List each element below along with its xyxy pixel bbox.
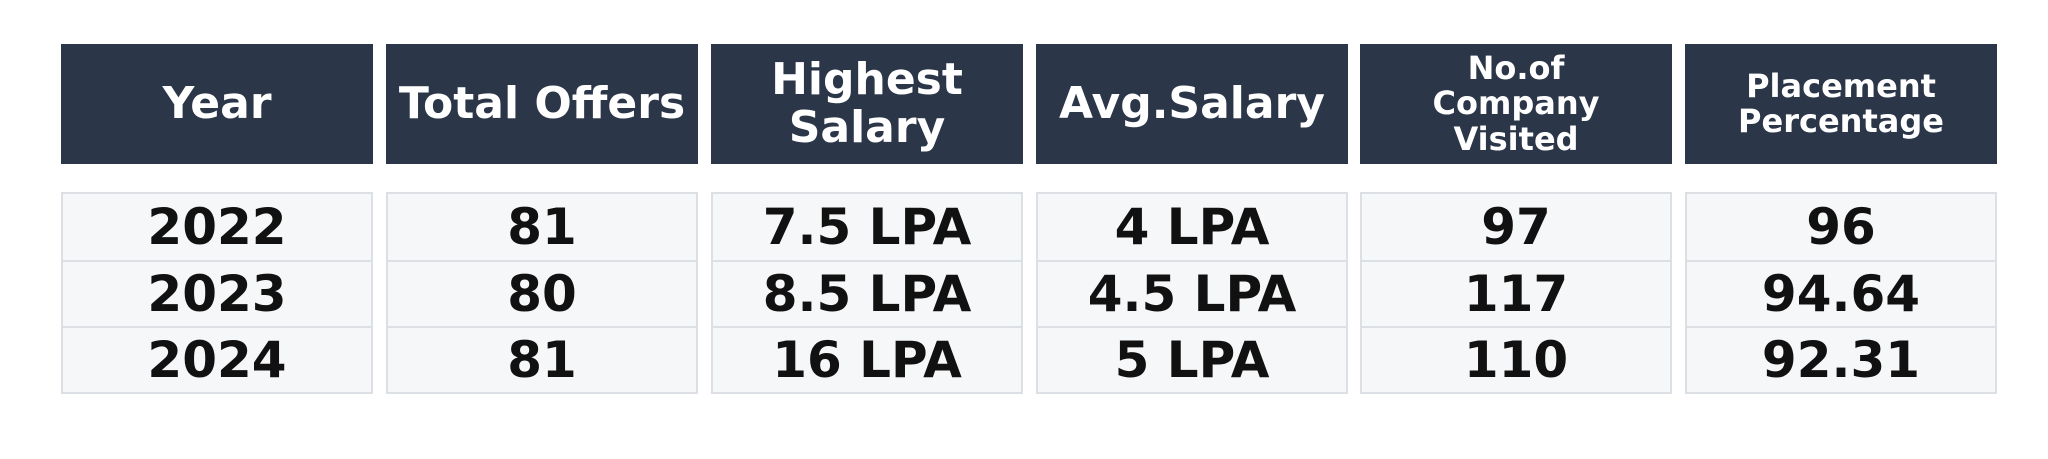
column-total-offers: Total Offers 81 80 81 [386, 44, 698, 394]
cell-highest-salary-2024: 16 LPA [713, 326, 1021, 392]
cell-total-offers-2024: 81 [388, 326, 696, 392]
cell-avg-salary-2023: 4.5 LPA [1038, 260, 1346, 326]
cell-total-offers-2023: 80 [388, 260, 696, 326]
cell-year-2022: 2022 [147, 198, 287, 256]
column-companies-visited: No.of Company Visited 97 117 110 [1360, 44, 1672, 394]
header-highest-salary: Highest Salary [711, 44, 1023, 164]
column-highest-salary: Highest Salary 7.5 LPA 8.5 LPA 16 LPA [711, 44, 1023, 394]
cell-companies-visited-2023: 117 [1362, 260, 1670, 326]
cell-highest-salary-2022: 7.5 LPA [762, 198, 972, 256]
cell-placement-percentage-2023: 94.64 [1687, 260, 1995, 326]
column-avg-salary: Avg.Salary 4 LPA 4.5 LPA 5 LPA [1036, 44, 1348, 394]
header-companies-visited: No.of Company Visited [1360, 44, 1672, 164]
column-year: Year 2022 2023 2024 [61, 44, 373, 394]
header-total-offers: Total Offers [386, 44, 698, 164]
cell-avg-salary-2022: 4 LPA [1114, 198, 1270, 256]
cells-companies-visited: 97 117 110 [1360, 192, 1672, 394]
header-year: Year [61, 44, 373, 164]
cells-placement-percentage: 96 94.64 92.31 [1685, 192, 1997, 394]
cell-companies-visited-2024: 110 [1362, 326, 1670, 392]
cell-total-offers-2022: 81 [507, 198, 577, 256]
cell-placement-percentage-2022: 96 [1806, 198, 1876, 256]
cell-year-2023: 2023 [63, 260, 371, 326]
header-placement-percentage: Placement Percentage [1685, 44, 1997, 164]
header-avg-salary: Avg.Salary [1036, 44, 1348, 164]
cells-total-offers: 81 80 81 [386, 192, 698, 394]
cells-highest-salary: 7.5 LPA 8.5 LPA 16 LPA [711, 192, 1023, 394]
cell-highest-salary-2023: 8.5 LPA [713, 260, 1021, 326]
cells-year: 2022 2023 2024 [61, 192, 373, 394]
cell-avg-salary-2024: 5 LPA [1038, 326, 1346, 392]
cell-placement-percentage-2024: 92.31 [1687, 326, 1995, 392]
cell-companies-visited-2022: 97 [1481, 198, 1551, 256]
cells-avg-salary: 4 LPA 4.5 LPA 5 LPA [1036, 192, 1348, 394]
column-placement-percentage: Placement Percentage 96 94.64 92.31 [1685, 44, 1997, 394]
cell-year-2024: 2024 [63, 326, 371, 392]
